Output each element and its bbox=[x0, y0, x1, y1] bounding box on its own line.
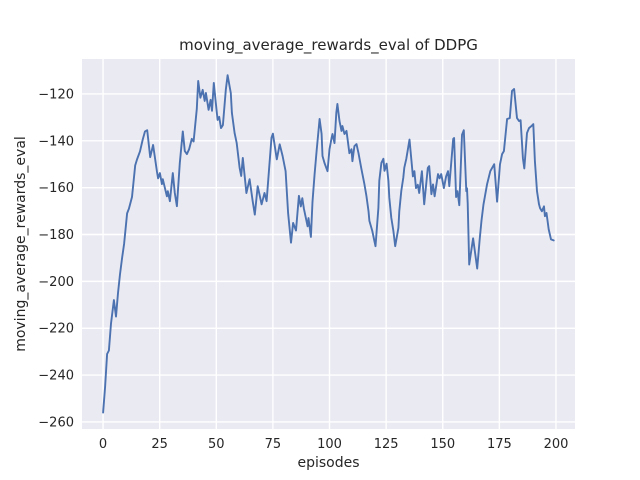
x-axis-label: episodes bbox=[297, 455, 360, 471]
x-tick-label: 175 bbox=[487, 437, 512, 452]
y-tick-label: −140 bbox=[38, 134, 74, 149]
chart-title: moving_average_rewards_eval of DDPG bbox=[179, 36, 478, 54]
y-tick-label: −240 bbox=[38, 369, 74, 384]
axes-background bbox=[82, 59, 575, 429]
x-tick-labels: 0 25 50 75 100 125 150 175 200 bbox=[99, 437, 568, 452]
x-tick-label: 75 bbox=[265, 437, 282, 452]
y-tick-label: −220 bbox=[38, 322, 74, 337]
x-tick-label: 0 bbox=[99, 437, 107, 452]
y-tick-label: −200 bbox=[38, 275, 74, 290]
reward-line bbox=[102, 74, 555, 414]
x-gridlines bbox=[102, 59, 557, 429]
y-tick-label: −180 bbox=[38, 228, 74, 243]
x-tick-label: 150 bbox=[430, 437, 455, 452]
y-tick-labels: −120 −140 −160 −180 −200 −220 −240 −260 bbox=[38, 87, 74, 430]
x-tick-label: 25 bbox=[151, 437, 168, 452]
y-tick-label: −260 bbox=[38, 415, 74, 430]
x-tick-label: 200 bbox=[544, 437, 569, 452]
y-tick-label: −120 bbox=[38, 87, 74, 102]
x-tick-label: 125 bbox=[374, 437, 399, 452]
x-tick-label: 100 bbox=[317, 437, 342, 452]
y-axis-label: moving_average_rewards_eval bbox=[13, 136, 29, 352]
x-tick-label: 50 bbox=[208, 437, 225, 452]
y-tick-label: −160 bbox=[38, 181, 74, 196]
